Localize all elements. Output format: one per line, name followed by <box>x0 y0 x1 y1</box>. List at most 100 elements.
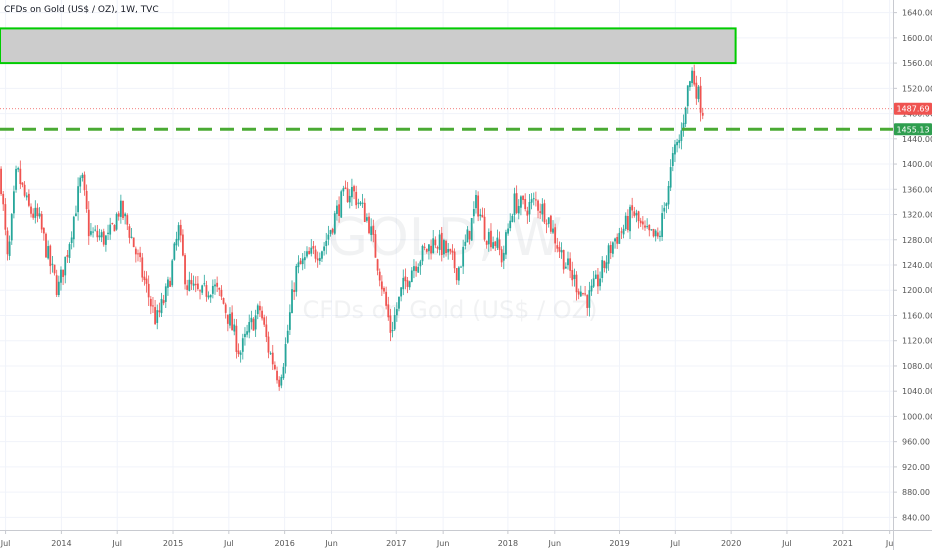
candle-up <box>505 229 507 260</box>
candle-body <box>36 207 39 217</box>
candle-up <box>629 204 631 239</box>
candle-body <box>567 258 569 266</box>
candle-body <box>224 304 227 313</box>
candle-body <box>671 153 674 166</box>
candle-body <box>209 295 212 298</box>
candle-up <box>502 245 505 270</box>
candle-down <box>549 214 552 234</box>
candle-up <box>661 205 664 241</box>
candle-up <box>207 291 210 300</box>
candle-body <box>699 85 702 113</box>
candle-up <box>511 213 514 223</box>
candle-up <box>92 227 94 238</box>
candle-down <box>314 245 317 263</box>
candle-body <box>92 231 94 233</box>
candle-up <box>160 292 163 317</box>
candle-body <box>432 238 435 254</box>
candle-body <box>648 224 651 231</box>
candle-body <box>184 255 186 285</box>
candle-body <box>391 329 394 332</box>
candle-down <box>186 279 189 296</box>
candle-up <box>107 224 109 240</box>
candle-body <box>487 232 490 245</box>
candle-up <box>164 283 167 308</box>
candle-up <box>564 262 567 269</box>
candle-up <box>428 244 430 260</box>
candle-body <box>498 239 501 250</box>
candle-body <box>594 274 597 279</box>
candle-body <box>590 285 593 292</box>
y-tick-label: 1560.00 <box>902 59 932 68</box>
candle-body <box>286 330 289 343</box>
candle-body <box>363 202 366 222</box>
candle-body <box>299 260 302 265</box>
candle-down <box>376 258 379 276</box>
candle-down <box>344 180 347 190</box>
candle-up <box>487 228 490 252</box>
candle-up <box>104 234 107 252</box>
candle-up <box>365 213 368 223</box>
candle-body <box>162 300 165 304</box>
candle-down <box>543 199 546 225</box>
y-tick-label: 920.00 <box>902 463 930 472</box>
candle-down <box>631 197 634 219</box>
candle-up <box>560 242 563 259</box>
candle-down <box>220 285 223 301</box>
candle-down <box>145 271 148 293</box>
candle-up <box>239 350 242 363</box>
candle-up <box>173 241 176 261</box>
candle-up <box>13 185 15 219</box>
candle-body <box>575 274 578 293</box>
candle-up <box>659 230 661 242</box>
candle-body <box>231 312 234 331</box>
candle-down <box>316 251 319 268</box>
y-tick-label: 960.00 <box>902 438 930 447</box>
candle-down <box>117 211 120 221</box>
candle-body <box>171 260 174 286</box>
candle-body <box>522 195 524 200</box>
candle-up <box>70 231 73 250</box>
candle-body <box>460 266 462 268</box>
x-tick-label: 2019 <box>609 539 629 548</box>
candle-body <box>475 194 477 209</box>
candle-body <box>383 287 385 292</box>
candle-body <box>15 168 17 190</box>
candle-body <box>398 296 400 309</box>
candle-body <box>340 191 343 218</box>
candle-body <box>263 317 266 325</box>
candle-body <box>515 193 518 213</box>
candle-body <box>51 263 54 265</box>
candle-body <box>23 184 26 196</box>
candle-body <box>552 228 554 233</box>
candle-body <box>532 198 535 200</box>
candle-down <box>83 171 86 196</box>
candle-down <box>271 344 274 371</box>
candle-body <box>267 336 270 353</box>
candle-up <box>532 192 535 206</box>
candle-body <box>295 265 298 292</box>
candle-down <box>597 268 599 294</box>
candle-body <box>502 252 505 261</box>
candle-body <box>614 238 616 242</box>
candle-down <box>558 241 561 259</box>
candle-down <box>522 194 524 205</box>
candle-up <box>109 217 112 240</box>
candle-body <box>564 266 567 269</box>
y-tick-label: 1000.00 <box>902 412 932 421</box>
candle-down <box>42 227 45 241</box>
candle-body <box>624 215 627 230</box>
candle-up <box>410 267 413 283</box>
candle-up <box>351 178 353 207</box>
candle-down <box>27 189 30 208</box>
candle-down <box>147 275 150 306</box>
candle-up <box>291 280 293 314</box>
candle-up <box>81 172 84 182</box>
candle-up <box>38 207 41 219</box>
candle-up <box>115 212 118 231</box>
candle-up <box>646 218 649 229</box>
candle-up <box>17 166 20 173</box>
candle-up <box>15 165 17 193</box>
candle-down <box>383 286 385 294</box>
